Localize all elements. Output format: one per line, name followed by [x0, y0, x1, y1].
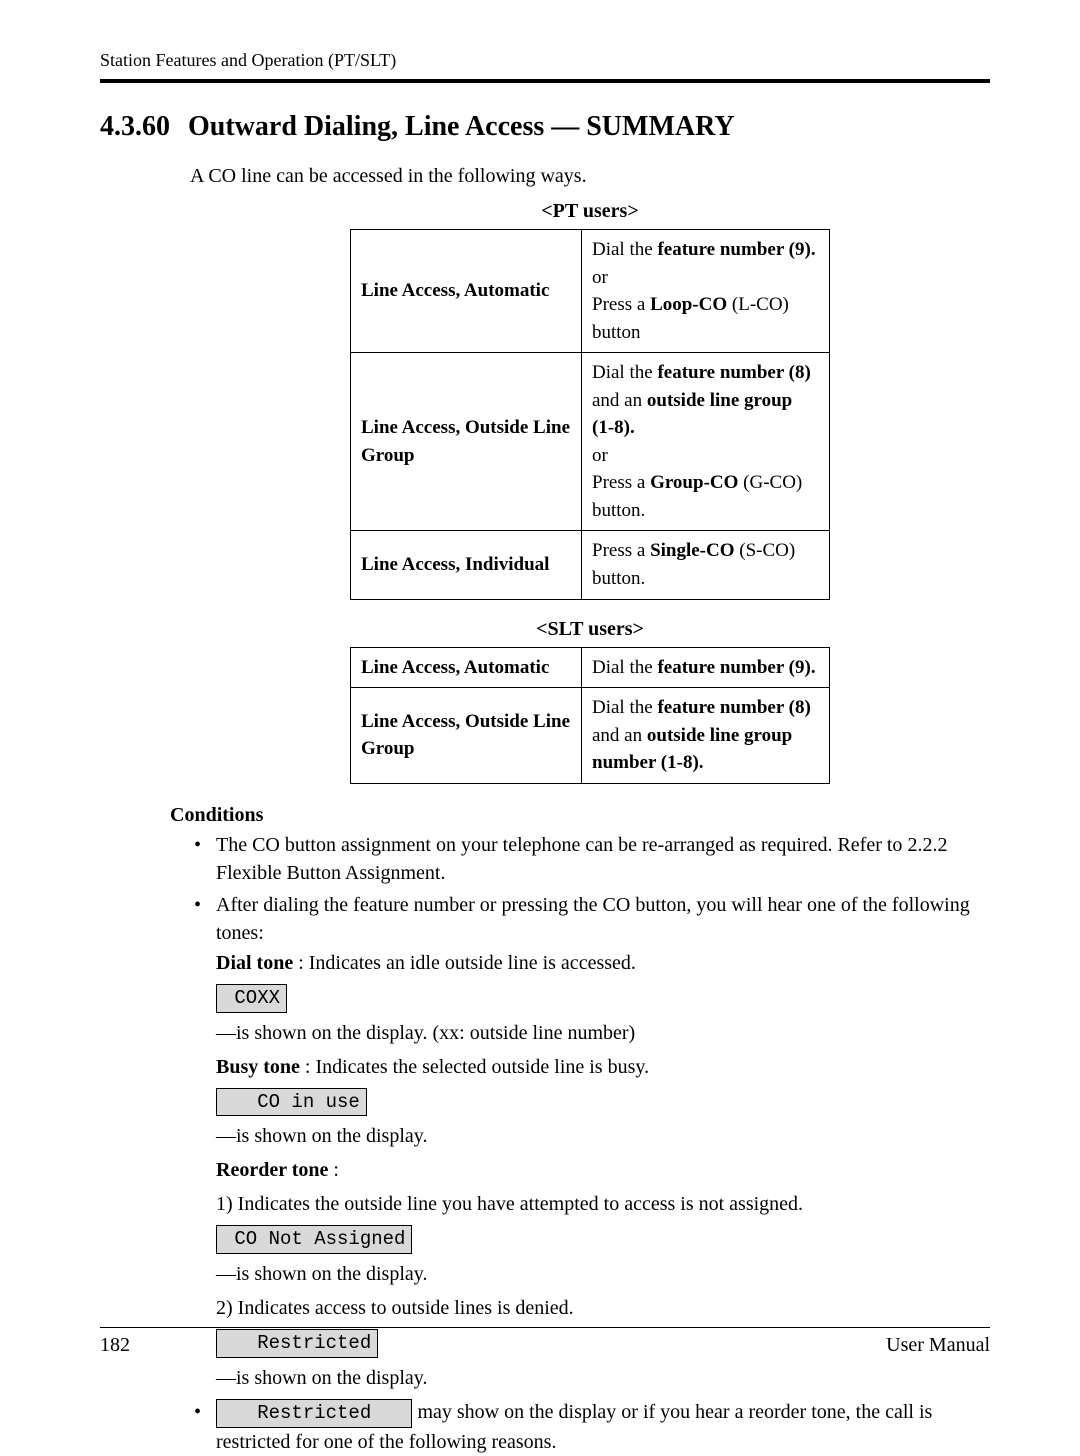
pt-row3-label: Line Access, Individual: [351, 531, 582, 599]
bullet-list: The CO button assignment on your telepho…: [190, 831, 990, 1456]
text: Dial the: [592, 239, 657, 260]
text: —is shown on the display.: [216, 1122, 990, 1150]
text: —is shown on the display.: [216, 1260, 990, 1288]
slt-row1-label: Line Access, Automatic: [351, 647, 582, 688]
slt-row2-label: Line Access, Outside Line Group: [351, 688, 582, 784]
text: Dial the: [592, 697, 657, 718]
pt-row1-cell: Dial the feature number (9). or Press a …: [582, 230, 830, 353]
section-title-text: Outward Dialing, Line Access — SUMMARY: [188, 111, 735, 143]
lcd-display: CO Not Assigned: [216, 1225, 412, 1254]
text: Dial the: [592, 362, 657, 383]
text: :: [328, 1159, 339, 1181]
intro-text: A CO line can be accessed in the followi…: [190, 165, 990, 188]
text-bold: feature number (9).: [657, 657, 815, 678]
content: A CO line can be accessed in the followi…: [190, 165, 990, 1456]
pt-users-table: Line Access, Automatic Dial the feature …: [350, 229, 830, 600]
slt-table-caption: <SLT users>: [190, 618, 990, 641]
text: —is shown on the display. (xx: outside l…: [216, 1019, 990, 1047]
pt-row3-cell: Press a Single-CO (S-CO) button.: [582, 531, 830, 599]
page-footer: 182 User Manual: [100, 1327, 990, 1357]
list-item: Restricted may show on the display or if…: [190, 1398, 990, 1456]
text-bold: Busy tone: [216, 1056, 300, 1078]
text: 2) Indicates access to outside lines is …: [216, 1294, 990, 1322]
lcd-display: Restricted: [216, 1399, 412, 1428]
text: Press a: [592, 472, 650, 493]
table-row: Line Access, Outside Line Group Dial the…: [351, 688, 830, 784]
pt-row2-label: Line Access, Outside Line Group: [351, 353, 582, 531]
text: : Indicates the selected outside line is…: [300, 1056, 649, 1078]
page: Station Features and Operation (PT/SLT) …: [0, 0, 1080, 1397]
text: and an: [592, 390, 647, 411]
pt-row2-cell: Dial the feature number (8) and an outsi…: [582, 353, 830, 531]
running-header: Station Features and Operation (PT/SLT): [100, 50, 990, 71]
lcd-display: CO in use: [216, 1088, 367, 1117]
pt-table-caption: <PT users>: [190, 200, 990, 223]
section-number: 4.3.60: [100, 111, 170, 143]
list-item: After dialing the feature number or pres…: [190, 891, 990, 1392]
text-bold: Reorder tone: [216, 1159, 328, 1181]
table-row: Line Access, Automatic Dial the feature …: [351, 647, 830, 688]
page-number: 182: [100, 1334, 130, 1357]
text-bold: Dial tone: [216, 952, 293, 974]
text: Press a: [592, 294, 650, 315]
conditions-heading: Conditions: [170, 804, 990, 827]
text: The CO button assignment on your telepho…: [216, 834, 907, 856]
header-rule: [100, 79, 990, 83]
slt-row1-cell: Dial the feature number (9).: [582, 647, 830, 688]
text-bold: feature number (9).: [657, 239, 815, 260]
text-bold: feature number (8): [657, 362, 810, 383]
table-row: Line Access, Individual Press a Single-C…: [351, 531, 830, 599]
table-row: Line Access, Outside Line Group Dial the…: [351, 353, 830, 531]
text: and an: [592, 725, 647, 746]
text-bold: Loop-CO: [650, 294, 727, 315]
text: or: [592, 267, 608, 288]
lcd-display: COXX: [216, 984, 287, 1013]
list-item: The CO button assignment on your telepho…: [190, 831, 990, 887]
busy-tone-line: Busy tone : Indicates the selected outsi…: [216, 1053, 990, 1081]
table-row: Line Access, Automatic Dial the feature …: [351, 230, 830, 353]
text: After dialing the feature number or pres…: [216, 891, 990, 947]
slt-users-table: Line Access, Automatic Dial the feature …: [350, 647, 830, 784]
text: 1) Indicates the outside line you have a…: [216, 1190, 990, 1218]
text-bold: Group-CO: [650, 472, 738, 493]
text: —is shown on the display.: [216, 1364, 990, 1392]
text: : Indicates an idle outside line is acce…: [293, 952, 636, 974]
doc-title: User Manual: [886, 1334, 990, 1357]
pt-row1-label: Line Access, Automatic: [351, 230, 582, 353]
text: Press a: [592, 540, 650, 561]
text-bold: feature number (8): [657, 697, 810, 718]
text: Dial the: [592, 657, 657, 678]
dial-tone-line: Dial tone : Indicates an idle outside li…: [216, 949, 990, 977]
text: or: [592, 445, 608, 466]
slt-row2-cell: Dial the feature number (8) and an outsi…: [582, 688, 830, 784]
text-bold: Single-CO: [650, 540, 734, 561]
section-heading: 4.3.60 Outward Dialing, Line Access — SU…: [100, 111, 990, 143]
footer-rule: [100, 1327, 990, 1328]
reorder-tone-line: Reorder tone :: [216, 1156, 990, 1184]
